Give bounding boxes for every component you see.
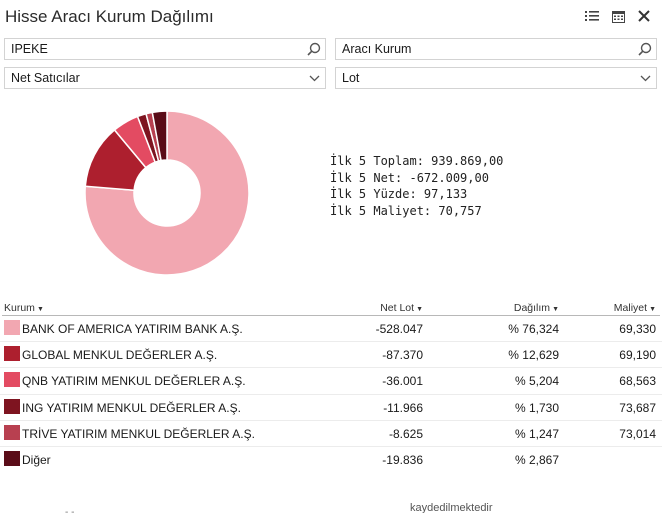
chevron-down-icon[interactable] <box>303 68 325 88</box>
maliyet-cell: 68,563 <box>619 374 656 389</box>
table-row[interactable]: BANK OF AMERICA YATIRIM BANK A.Ş. -528.04… <box>0 316 662 343</box>
direction-select-value: Net Satıcılar <box>11 71 80 85</box>
maliyet-cell: 73,687 <box>619 400 656 415</box>
color-swatch <box>4 346 20 362</box>
dagilim-cell: % 1,730 <box>514 400 559 415</box>
table-row[interactable]: ING YATIRIM MENKUL DEĞERLER A.Ş. -11.966%… <box>0 395 662 421</box>
footer-dash: - - <box>65 507 75 513</box>
sort-caret-icon: ▼ <box>552 306 559 313</box>
broker-search-value: Aracı Kurum <box>342 42 412 56</box>
col-maliyet[interactable]: Maliyet ▼ <box>614 302 656 314</box>
pie-slice[interactable] <box>151 110 168 162</box>
dagilim-cell: % 1,247 <box>514 426 559 441</box>
kurum-cell: GLOBAL MENKUL DEĞERLER A.Ş. <box>22 348 218 363</box>
col-maliyet-label: Maliyet <box>613 302 648 314</box>
net-lot-cell: -528.047 <box>375 322 423 336</box>
color-swatch <box>4 372 20 388</box>
donut-chart <box>84 110 250 276</box>
pie-slice[interactable] <box>84 110 250 276</box>
dagilim-cell: % 2,867 <box>514 452 559 467</box>
net-lot-cell: -19.836 <box>382 452 423 467</box>
list-icon[interactable] <box>582 6 602 26</box>
net-lot-cell: -11.966 <box>383 400 423 415</box>
kurum-cell: TRİVE YATIRIM MENKUL DEĞERLER A.Ş. <box>22 426 255 441</box>
net-lot-cell: -8.625 <box>388 426 423 441</box>
summary-block: İlk 5 Toplam: 939.869,00 İlk 5 Net: -672… <box>330 153 503 219</box>
net-lot-cell: -87.370 <box>382 348 423 363</box>
summary-net: İlk 5 Net: -672.009,00 <box>330 170 489 185</box>
col-kurum-label: Kurum <box>4 302 35 314</box>
sort-caret-icon: ▼ <box>416 306 423 313</box>
net-lot-cell: -36.001 <box>382 374 423 389</box>
window-title: Hisse Aracı Kurum Dağılımı <box>5 7 214 26</box>
table-row[interactable]: QNB YATIRIM MENKUL DEĞERLER A.Ş. -36.001%… <box>0 368 662 395</box>
table-header-divider <box>2 315 660 316</box>
maliyet-cell: 69,330 <box>619 322 656 336</box>
maliyet-cell: 69,190 <box>619 348 656 363</box>
window-controls <box>582 6 654 26</box>
table-header: Kurum ▼ Net Lot ▼ Dağılım ▼ Maliyet ▼ <box>0 300 662 316</box>
color-swatch <box>4 424 20 440</box>
direction-select[interactable]: Net Satıcılar <box>4 67 326 89</box>
table-row[interactable]: GLOBAL MENKUL DEĞERLER A.Ş. -87.370 % 12,6… <box>0 342 662 369</box>
stock-search-input[interactable]: IPEKE <box>4 38 326 60</box>
summary-total: İlk 5 Toplam: 939.869,00 <box>330 154 504 168</box>
kurum-cell: BANK OF AMERICA YATIRIM BANK A.Ş. <box>22 322 243 336</box>
table-body: BANK OF AMERICA YATIRIM BANK A.Ş. -528.04… <box>0 316 662 473</box>
kurum-cell: Diğer <box>22 452 51 467</box>
col-dagilim-label: Dağılım <box>513 302 551 314</box>
stock-search-value: IPEKE <box>11 42 48 56</box>
table-row[interactable]: Diğer -19.836 % 2,867 <box>0 447 662 473</box>
calendar-icon[interactable] <box>608 6 628 26</box>
dagilim-cell: % 5,204 <box>514 374 559 389</box>
maliyet-cell: 73,014 <box>619 426 656 441</box>
col-net-lot[interactable]: Net Lot ▼ <box>380 302 423 314</box>
kurum-cell: ING YATIRIM MENKUL DEĞERLER A.Ş. <box>22 400 241 415</box>
search-icon[interactable] <box>303 39 325 59</box>
table-row[interactable]: TRİVE YATIRIM MENKUL DEĞERLER A.Ş. -8.625… <box>0 421 662 447</box>
kurum-cell: QNB YATIRIM MENKUL DEĞERLER A.Ş. <box>22 374 246 389</box>
col-kurum[interactable]: Kurum ▼ <box>4 302 44 314</box>
broker-search-input[interactable]: Aracı Kurum <box>335 38 657 60</box>
close-icon[interactable] <box>634 6 654 26</box>
sort-caret-icon: ▼ <box>36 306 44 313</box>
summary-percent: İlk 5 Yüzde: 97,133 <box>330 187 468 201</box>
footer-cut-text: kaydedilmektedir <box>410 502 493 513</box>
unit-select-value: Lot <box>342 71 360 85</box>
summary-cost: İlk 5 Maliyet: 70,757 <box>330 203 482 218</box>
color-swatch <box>4 450 20 466</box>
unit-select[interactable]: Lot <box>335 67 657 89</box>
col-net-lot-label: Net Lot <box>380 302 415 314</box>
color-swatch <box>4 320 20 335</box>
chevron-down-icon[interactable] <box>634 68 656 88</box>
sort-caret-icon: ▼ <box>649 306 656 313</box>
col-dagilim[interactable]: Dağılım ▼ <box>514 302 559 314</box>
dagilim-cell: % 12,629 <box>508 348 559 363</box>
dagilim-cell: % 76,324 <box>508 322 559 336</box>
search-icon[interactable] <box>634 39 656 59</box>
color-swatch <box>4 398 20 414</box>
